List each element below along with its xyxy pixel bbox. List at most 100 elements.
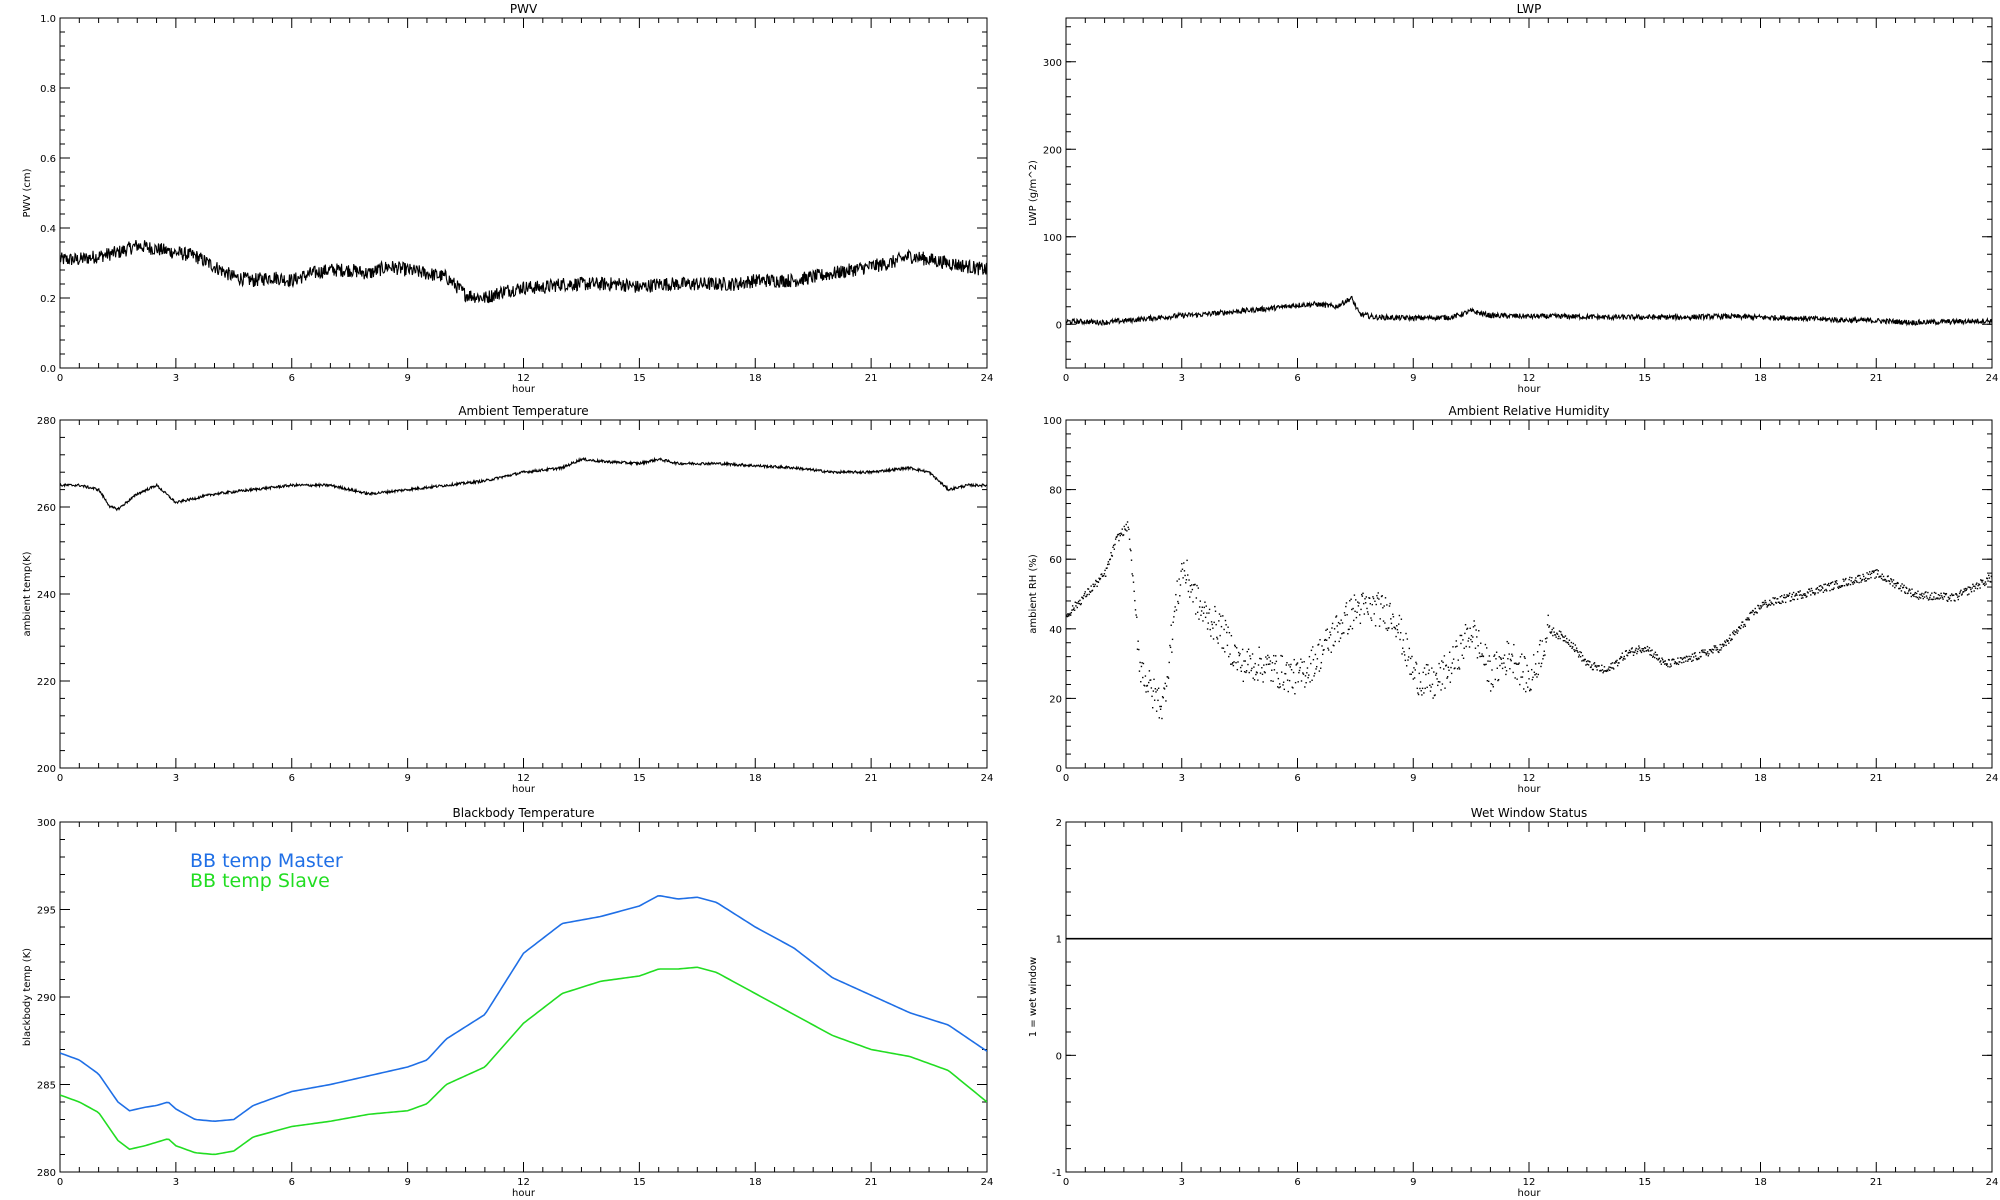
x-tick-label: 6: [1294, 773, 1300, 784]
x-tick-label: 12: [1523, 1177, 1536, 1188]
data-point: [1556, 633, 1559, 635]
data-point: [1511, 655, 1514, 657]
data-point: [1735, 631, 1737, 633]
data-point: [1486, 647, 1488, 649]
pwv-y-axis-label: PWV (cm): [22, 168, 33, 217]
data-point: [1257, 679, 1259, 681]
data-point: [1240, 670, 1243, 672]
data-point: [1110, 552, 1112, 554]
data-point: [1283, 688, 1286, 691]
data-point: [1546, 624, 1549, 626]
data-point: [1616, 664, 1619, 667]
data-point: [1939, 594, 1941, 597]
data-point: [1560, 633, 1563, 636]
data-point: [1235, 647, 1238, 649]
data-point: [1530, 689, 1532, 691]
data-point: [1237, 661, 1239, 663]
data-point: [1124, 528, 1126, 530]
data-point: [1339, 622, 1341, 625]
data-point: [1260, 658, 1262, 660]
data-point: [1346, 614, 1348, 616]
data-point: [1728, 637, 1731, 640]
data-point: [1758, 607, 1760, 609]
data-point: [1737, 630, 1739, 632]
data-point: [1509, 668, 1511, 670]
data-point: [1650, 654, 1653, 657]
data-point: [1790, 596, 1793, 598]
wet-window-x-axis-label: hour: [1518, 1188, 1542, 1199]
data-point: [1199, 600, 1202, 602]
data-point: [1082, 597, 1084, 600]
data-point: [1325, 639, 1328, 641]
data-point: [1632, 654, 1635, 656]
y-tick-label: 0: [1056, 320, 1062, 331]
data-point: [1358, 602, 1360, 604]
data-point: [1792, 591, 1795, 594]
data-point: [1715, 649, 1717, 651]
data-point: [1714, 645, 1717, 647]
data-point: [1071, 605, 1074, 607]
data-point: [1306, 672, 1308, 674]
data-point: [1363, 613, 1366, 615]
data-point: [1170, 624, 1172, 626]
data-point: [1223, 628, 1225, 631]
data-point: [1720, 647, 1723, 649]
data-point: [1526, 664, 1528, 667]
data-point: [1126, 530, 1128, 532]
data-point: [1835, 581, 1837, 584]
data-point: [1865, 580, 1868, 582]
data-point: [1670, 665, 1672, 667]
data-point: [1825, 588, 1827, 591]
data-point: [1269, 660, 1272, 662]
data-point: [1833, 587, 1835, 589]
data-point: [1361, 595, 1364, 597]
data-point: [1747, 619, 1749, 621]
data-point: [1862, 573, 1864, 576]
data-point: [1345, 605, 1347, 608]
data-point: [1445, 664, 1448, 666]
data-point: [1462, 657, 1465, 659]
data-point: [1486, 680, 1489, 682]
data-point: [1527, 670, 1530, 672]
data-point: [1504, 666, 1506, 668]
data-point: [1200, 610, 1203, 612]
data-point: [1589, 661, 1591, 663]
data-point: [1572, 642, 1575, 645]
data-point: [1613, 668, 1615, 670]
data-point: [1412, 678, 1414, 680]
data-point: [1882, 575, 1885, 578]
data-point: [1360, 608, 1362, 611]
data-point: [1609, 669, 1611, 671]
data-point: [1319, 639, 1321, 641]
data-point: [1638, 645, 1640, 647]
data-point: [1407, 656, 1410, 658]
data-point: [1473, 620, 1475, 622]
data-point: [1622, 659, 1624, 661]
data-point: [1854, 579, 1856, 582]
data-point: [1464, 632, 1466, 635]
data-point: [1691, 660, 1693, 662]
data-point: [1754, 607, 1756, 610]
data-point: [1642, 648, 1645, 650]
data-point: [1207, 622, 1209, 624]
data-point: [1367, 613, 1370, 615]
data-point: [1941, 596, 1944, 599]
x-tick-label: 3: [1179, 373, 1185, 384]
data-point: [1429, 690, 1432, 692]
data-point: [1244, 660, 1246, 662]
data-point: [1544, 637, 1547, 640]
data-point: [1800, 594, 1802, 596]
data-point: [1351, 608, 1353, 611]
data-point: [1842, 578, 1844, 580]
data-point: [1727, 640, 1729, 642]
data-point: [1229, 653, 1231, 655]
y-tick-label: 80: [1049, 486, 1062, 497]
data-point: [1562, 636, 1564, 638]
x-tick-label: 21: [865, 1177, 878, 1188]
data-point: [1524, 657, 1526, 660]
data-point: [1923, 593, 1925, 595]
data-point: [1138, 648, 1140, 651]
data-point: [1180, 570, 1182, 572]
data-point: [1769, 604, 1772, 606]
data-point: [1540, 665, 1542, 668]
